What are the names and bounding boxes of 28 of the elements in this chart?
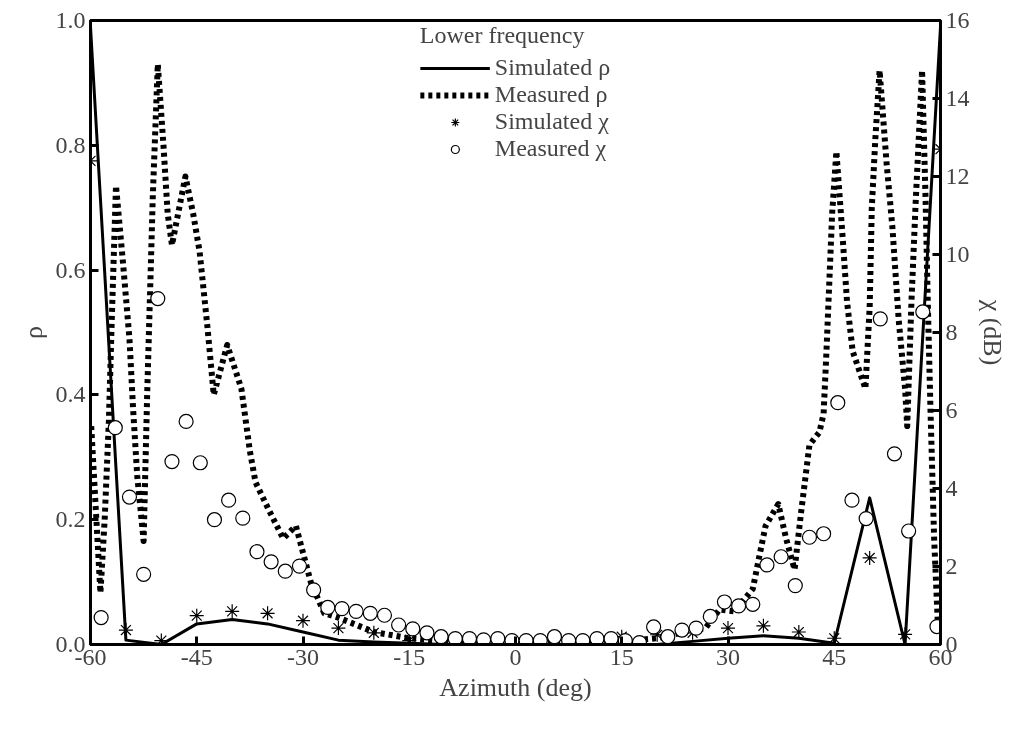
y2-tick-label: 16 <box>945 7 970 33</box>
y-tick-label: 0.8 <box>55 131 86 158</box>
y2-tick-label: 10 <box>945 241 970 267</box>
legend-label: Simulated χ <box>494 108 609 135</box>
legend-label: Measured ρ <box>494 81 608 108</box>
y2-axis-title: χ (dB) <box>977 298 1007 366</box>
y-tick-label: 0.2 <box>55 506 86 533</box>
y-axis-title: ρ <box>18 326 48 339</box>
x-axis-title: Azimuth (deg) <box>439 672 592 702</box>
x-tick-label: 45 <box>822 643 847 670</box>
legend-label: Simulated ρ <box>494 54 611 81</box>
x-tick-label: -15 <box>393 643 426 670</box>
x-tick-label: 15 <box>609 643 634 670</box>
y2-tick-label: 12 <box>945 163 970 189</box>
x-tick-label: -45 <box>180 643 213 670</box>
y2-tick-label: 6 <box>945 397 958 423</box>
y-tick-label: 0.4 <box>55 381 86 408</box>
y2-tick-label: 8 <box>945 319 958 345</box>
y2-tick-label: 2 <box>945 553 958 579</box>
x-tick-label: -30 <box>287 643 319 670</box>
y2-tick-label: 14 <box>945 85 970 111</box>
y-tick-label: 1.0 <box>55 7 86 33</box>
y-tick-label: 0.6 <box>55 256 86 283</box>
legend-title: Lower frequency <box>419 22 586 49</box>
x-tick-label: 0 <box>509 643 522 670</box>
x-tick-label: 30 <box>716 643 740 670</box>
y2-tick-label: 4 <box>945 475 958 501</box>
legend-label: Measured χ <box>494 135 607 162</box>
